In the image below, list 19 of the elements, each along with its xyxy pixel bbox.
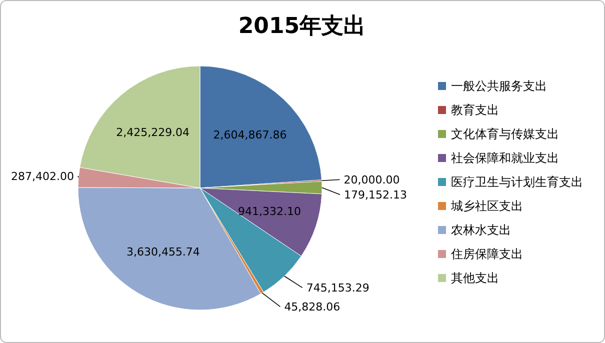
legend-label: 城乡社区支出 [450, 199, 523, 213]
data-label: 179,152.13 [344, 188, 407, 202]
chart-title: 2015年支出 [238, 14, 366, 39]
legend-label: 一般公共服务支出 [451, 79, 547, 93]
data-label: 45,828.06 [284, 300, 340, 314]
legend-label: 社会保障和就业支出 [451, 151, 559, 165]
legend-label: 教育支出 [451, 103, 499, 117]
legend-label: 农林水支出 [451, 223, 511, 237]
data-label: 3,630,455.74 [126, 245, 200, 258]
data-label: 287,402.00 [11, 170, 74, 183]
data-label: 941,332.10 [238, 205, 301, 218]
legend-label: 其他支出 [451, 271, 499, 285]
legend-label: 文化体育与传媒支出 [451, 127, 559, 141]
data-label: 20,000.00 [344, 174, 400, 187]
data-label: 2,604,867.86 [213, 128, 287, 142]
legend-label: 住房保障支出 [450, 247, 523, 261]
data-label: 2,425,229.04 [116, 126, 190, 140]
data-label: 745,153.29 [306, 282, 370, 295]
legend-label: 医疗卫生与计划生育支出 [451, 175, 583, 189]
